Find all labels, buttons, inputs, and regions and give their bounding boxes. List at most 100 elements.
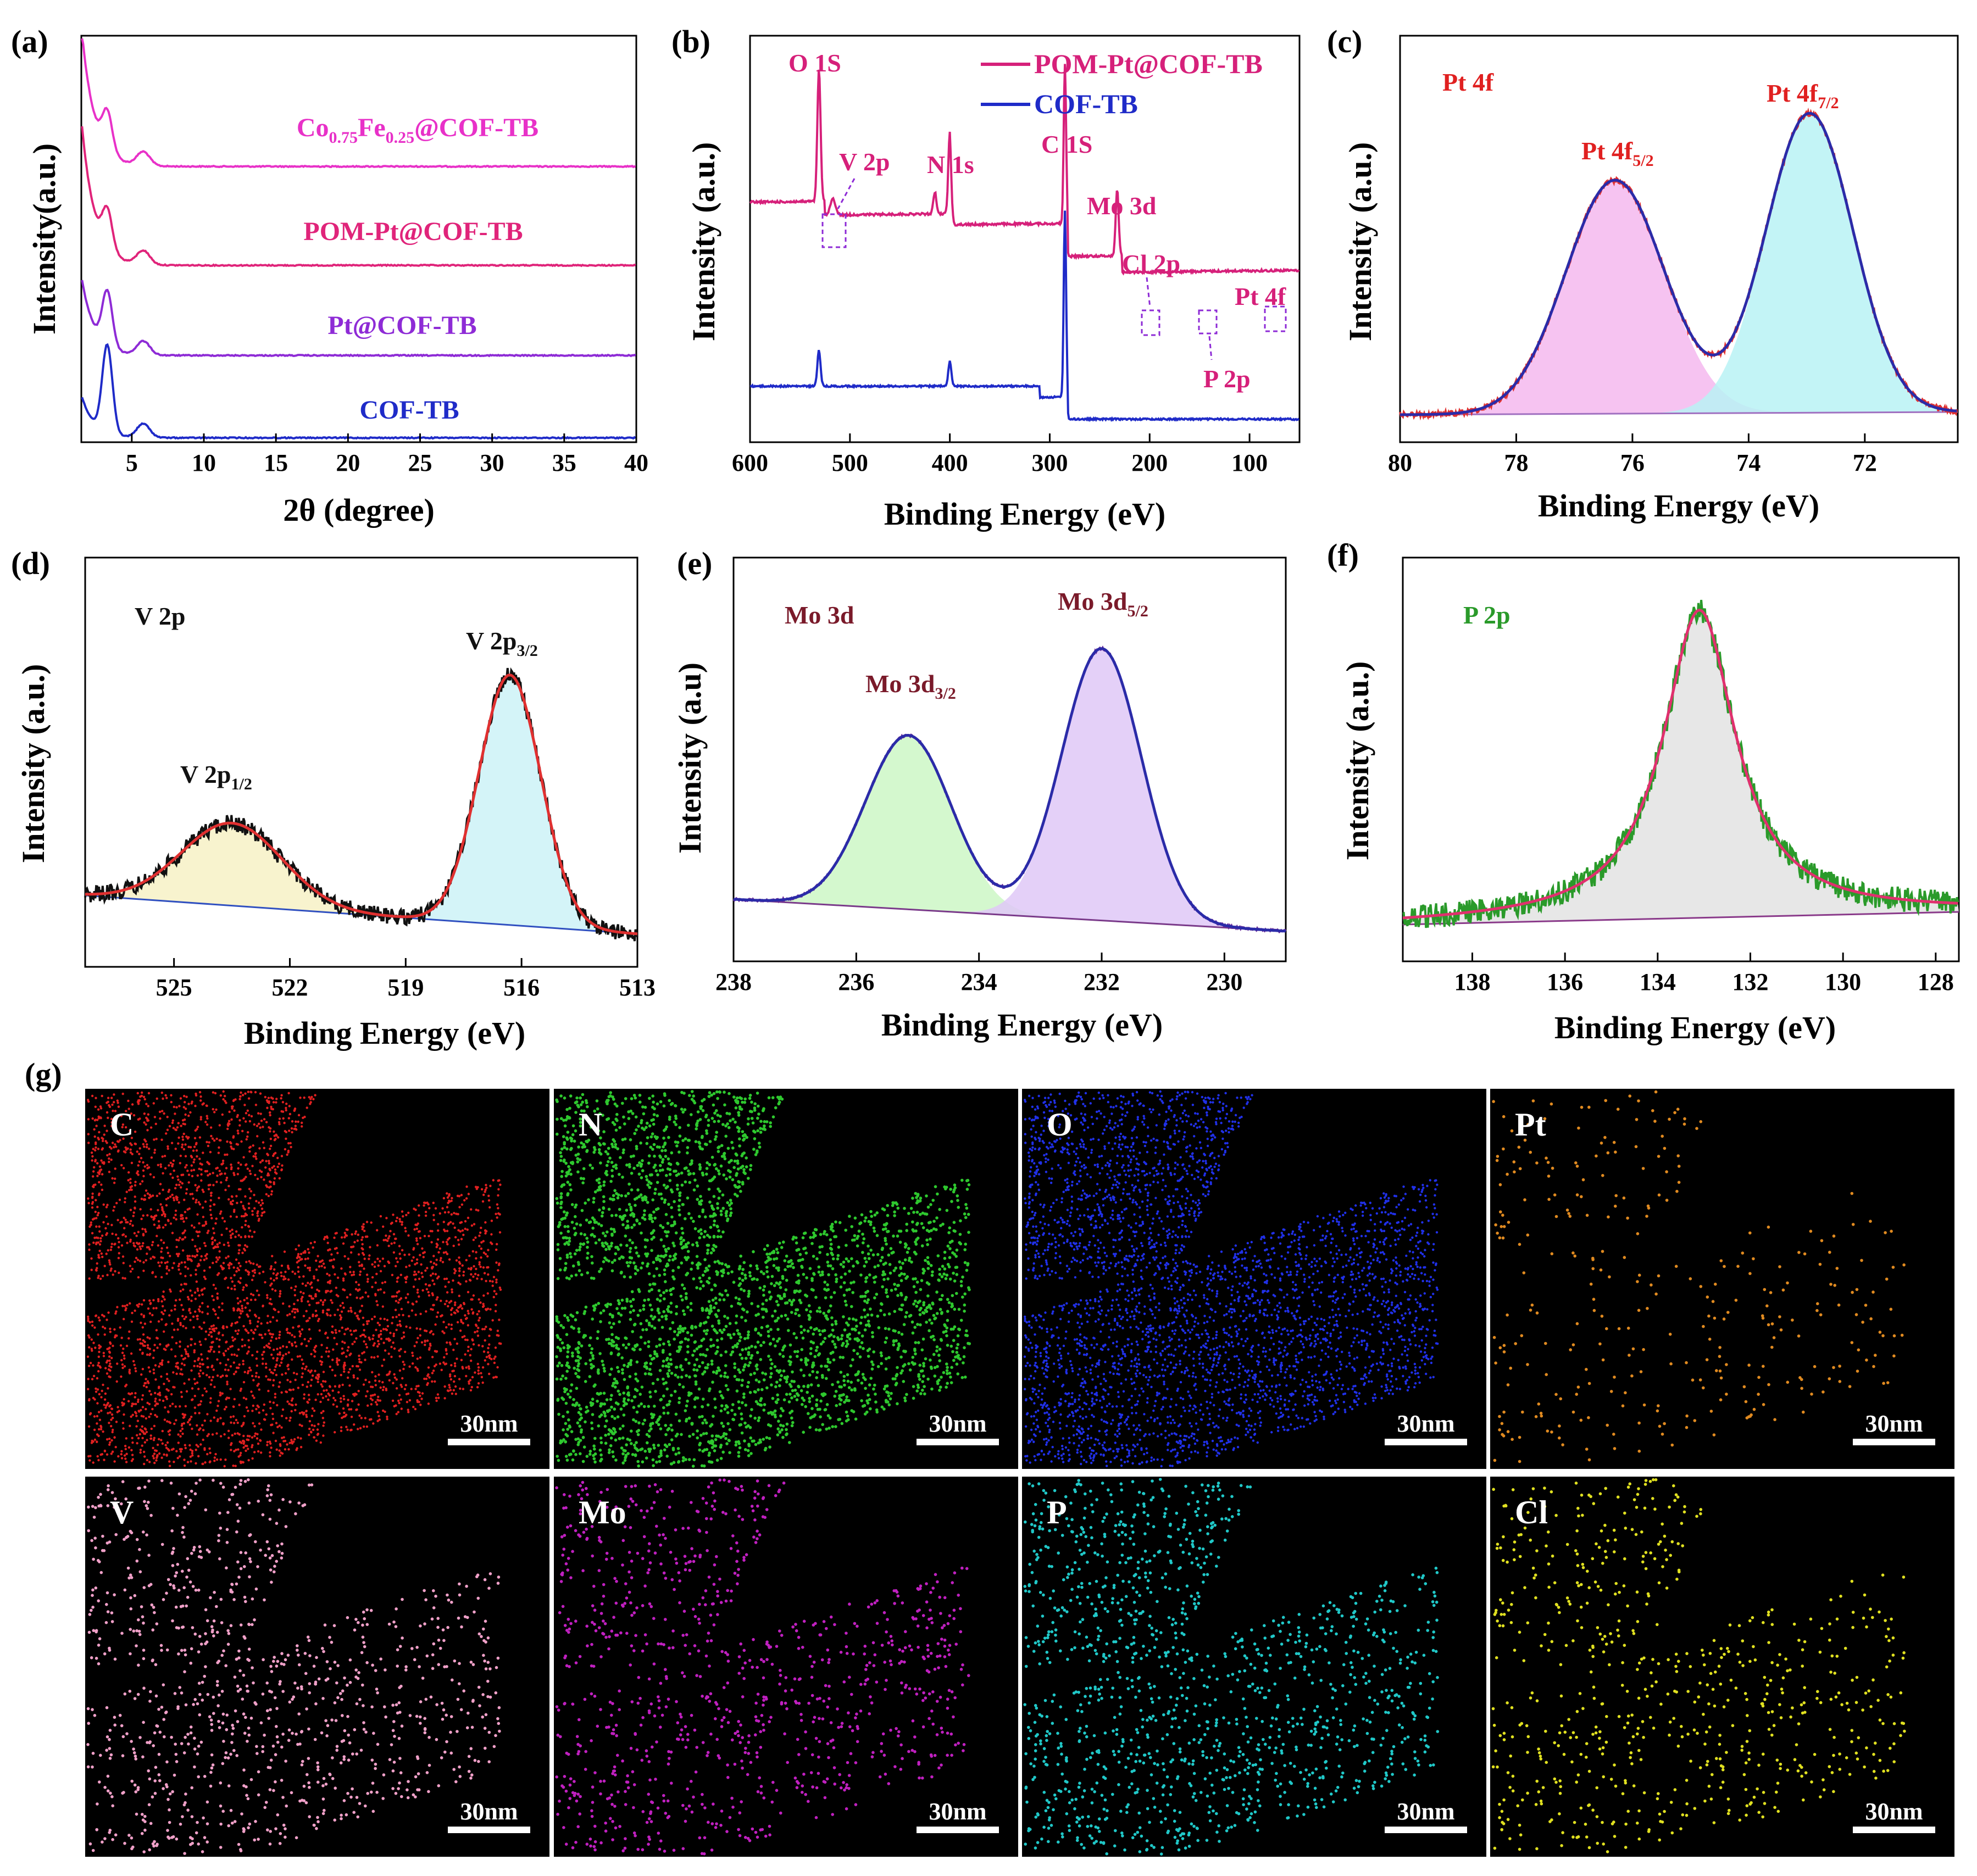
panel-c-tick-label-78: 78 <box>1504 449 1528 476</box>
fit-component-mo-3d5-2 <box>734 648 1286 931</box>
map-element-label-pt: Pt <box>1515 1106 1546 1143</box>
scale-bar-label-c: 30nm <box>460 1410 518 1437</box>
map-element-label-o: O <box>1047 1106 1073 1143</box>
peak-label-pt4f72: Pt 4f7/2 <box>1767 79 1839 112</box>
y-axis-label-e: Intensity (a.u) <box>672 663 708 854</box>
map-background-v <box>85 1477 549 1857</box>
series-line-pom-pt-cof-tb <box>749 64 1300 276</box>
fit-envelope-c <box>1400 112 1957 416</box>
panel-b-tick-label-400: 400 <box>932 449 968 476</box>
map-background-o <box>1022 1089 1486 1469</box>
map-element-label-c: C <box>110 1106 134 1143</box>
panel-a-tick-label-30: 30 <box>480 449 504 476</box>
panel-b-tick-label-100: 100 <box>1231 449 1268 476</box>
x-axis-label-d: Binding Energy (eV) <box>244 1015 525 1051</box>
panel-a-tick-label-25: 25 <box>408 449 432 476</box>
x-axis-label-e: Binding Energy (eV) <box>881 1007 1163 1043</box>
series-line-cof-tb <box>81 343 636 440</box>
x-axis-label-c: Binding Energy (eV) <box>1538 488 1819 524</box>
baseline-c <box>1400 411 1958 416</box>
scale-bar-label-pt: 30nm <box>1865 1410 1923 1437</box>
map-background-cl <box>1490 1477 1954 1857</box>
panel-a-tick-label-20: 20 <box>336 449 360 476</box>
panel-d: (d) 525 522 519 516 513 V 2p V 2p1/2 V 2p3/2… <box>11 545 656 1051</box>
panel-a-tick-label-10: 10 <box>192 449 216 476</box>
panel-label-e: (e) <box>677 545 712 581</box>
annotation-markers-b <box>821 178 1287 360</box>
panel-label-b: (b) <box>671 24 710 59</box>
map-background-c <box>85 1089 549 1469</box>
plot-frame-c <box>1399 35 1959 443</box>
scale-bar-label-n: 30nm <box>929 1410 986 1437</box>
fit-envelope-d <box>85 673 638 936</box>
baseline-f <box>1402 911 1959 926</box>
peak-label-v2p32: V 2p3/2 <box>466 627 538 660</box>
y-axis-label-b: Intensity (a.u.) <box>686 142 721 342</box>
map-signal-p <box>1023 1478 1440 1856</box>
fit-envelope-e <box>733 647 1286 933</box>
panel-b-tick-label-500: 500 <box>832 449 868 476</box>
fit-component-v-2p3-2 <box>85 675 637 934</box>
scale-bar-p <box>1385 1827 1467 1833</box>
fit-component-v-2p1-2 <box>85 823 637 934</box>
panel-g: (g) C 30nm N 30nm O 30nm Pt 30nm V 30nm Mo 30nm P 30n… <box>25 1056 1954 1857</box>
panel-c-tick-label-72: 72 <box>1853 449 1877 476</box>
annotation-c1s: C 1S <box>1041 130 1092 158</box>
map-element-label-mo: Mo <box>579 1494 626 1530</box>
panel-f-tick-label-138: 138 <box>1454 968 1491 995</box>
panel-b: (b) 600 500 400 300 200 100 POM-Pt@COF-TB COF… <box>671 24 1301 532</box>
map-signal-cl <box>1491 1478 1906 1853</box>
series-label-3: COF-TB <box>359 396 459 425</box>
y-axis-label-a: Intensity(a.u.) <box>26 143 62 335</box>
fit-envelope-f <box>1402 609 1958 920</box>
peak-label-pt4f52: Pt 4f5/2 <box>1581 137 1654 170</box>
map-background-mo <box>554 1477 1018 1857</box>
panel-f: (f) 138 136 134 132 130 128 P 2p Binding Ener… <box>1327 537 1960 1045</box>
scale-bar-c <box>448 1439 530 1445</box>
annotation-p2p: P 2p <box>1203 365 1251 393</box>
elemental-map-v: V 30nm <box>85 1477 549 1857</box>
scale-bar-label-o: 30nm <box>1397 1410 1454 1437</box>
panel-e-tick-label-236: 236 <box>838 968 874 995</box>
map-signal-c <box>86 1090 502 1468</box>
annotation-o1s: O 1S <box>788 49 841 77</box>
legend-label-cof-tb: COF-TB <box>1034 88 1138 119</box>
panel-label-a: (a) <box>11 24 48 59</box>
title-c: Pt 4f <box>1442 68 1494 96</box>
panel-c-tick-label-76: 76 <box>1620 449 1645 476</box>
x-axis-label-a: 2θ (degree) <box>283 492 435 528</box>
scale-bar-v <box>448 1827 530 1833</box>
panel-e-tick-label-232: 232 <box>1084 968 1120 995</box>
title-e: Mo 3d <box>785 601 854 629</box>
map-background-p <box>1022 1477 1486 1857</box>
panel-a-tick-label-40: 40 <box>624 449 648 476</box>
map-element-label-cl: Cl <box>1515 1494 1548 1530</box>
panel-label-c: (c) <box>1327 24 1362 59</box>
map-element-label-p: P <box>1047 1494 1067 1530</box>
panel-d-tick-label-519: 519 <box>387 974 424 1001</box>
panel-b-tick-label-600: 600 <box>732 449 768 476</box>
series-label-1: POM-Pt@COF-TB <box>303 217 523 246</box>
x-axis-label-b: Binding Energy (eV) <box>884 496 1165 532</box>
plot-frame-f <box>1402 556 1960 962</box>
series-line-pt-cof-tb <box>81 280 636 358</box>
panel-f-tick-label-134: 134 <box>1640 968 1676 995</box>
peak-label-mo3d52: Mo 3d5/2 <box>1058 587 1148 620</box>
panel-d-tick-label-525: 525 <box>156 974 192 1001</box>
panel-e-tick-label-238: 238 <box>715 968 752 995</box>
panel-a-tick-label-5: 5 <box>126 449 138 476</box>
panel-d-tick-label-516: 516 <box>503 974 540 1001</box>
elemental-map-pt: Pt 30nm <box>1490 1089 1954 1469</box>
panel-f-tick-label-136: 136 <box>1547 968 1583 995</box>
plot-frame-b <box>749 35 1301 443</box>
annotation-v2p: V 2p <box>839 148 890 176</box>
y-axis-label-f: Intensity (a.u.) <box>1340 661 1375 861</box>
panel-c: (c) 80 78 76 74 72 Pt 4f Pt 4f5/2 Pt 4f7/2 B… <box>1327 24 1959 524</box>
elemental-map-o: O 30nm <box>1022 1089 1486 1469</box>
map-element-label-v: V <box>110 1494 134 1530</box>
scale-bar-label-mo: 30nm <box>929 1798 986 1825</box>
panel-b-tick-label-200: 200 <box>1131 449 1168 476</box>
title-f: P 2p <box>1463 601 1510 629</box>
annotation-cl2p: Cl 2p <box>1122 249 1180 277</box>
legend-label-pom-pt: POM-Pt@COF-TB <box>1034 48 1263 79</box>
